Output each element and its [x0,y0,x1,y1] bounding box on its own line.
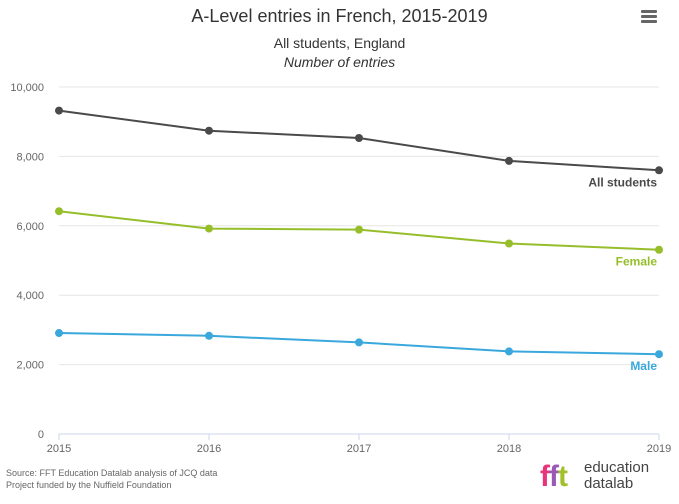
y-tick-label: 10,000 [10,82,44,94]
hamburger-menu-icon[interactable] [641,10,657,24]
data-point [505,156,513,165]
chart-subtitle: All students, England Number of entries [0,34,679,72]
fft-education-datalab-logo: fft education datalab [540,460,670,496]
y-tick-label: 8,000 [16,151,44,163]
data-point [205,126,213,135]
x-tick-label: 2017 [347,443,371,455]
footer: Source: FFT Education Datalab analysis o… [6,467,217,491]
y-tick-label: 0 [38,429,44,441]
x-tick-label: 2016 [197,443,221,455]
units-subtitle: Number of entries [283,54,396,70]
logo-word-datalab: datalab [584,475,634,492]
series-label: Male [630,359,657,373]
series-label: All students [588,175,657,189]
chart-title: A-Level entries in French, 2015-2019 [191,6,488,26]
data-point [505,347,513,356]
fft-logo-mark: fft [540,460,568,493]
subtitle-line: All students, England [273,35,406,51]
data-point [505,239,513,248]
x-tick-label: 2015 [47,443,71,455]
x-tick-label: 2018 [497,443,521,455]
data-point [355,134,363,143]
funding-note: Project funded by the Nuffield Foundatio… [6,480,172,490]
series-label: Female [616,255,658,269]
data-point [355,225,363,234]
data-point [55,329,63,338]
data-point [205,331,213,340]
logo-word-education: education [584,459,650,476]
data-point [205,224,213,233]
x-tick-label: 2019 [647,443,671,455]
data-point [355,338,363,347]
y-tick-label: 4,000 [16,290,44,302]
data-point [55,106,63,115]
source-note: Source: FFT Education Datalab analysis o… [6,468,218,478]
y-tick-label: 6,000 [16,221,44,233]
data-point [655,350,663,359]
data-point [655,166,663,175]
data-point [55,207,63,216]
y-tick-label: 2,000 [16,360,44,372]
data-point [655,245,663,254]
